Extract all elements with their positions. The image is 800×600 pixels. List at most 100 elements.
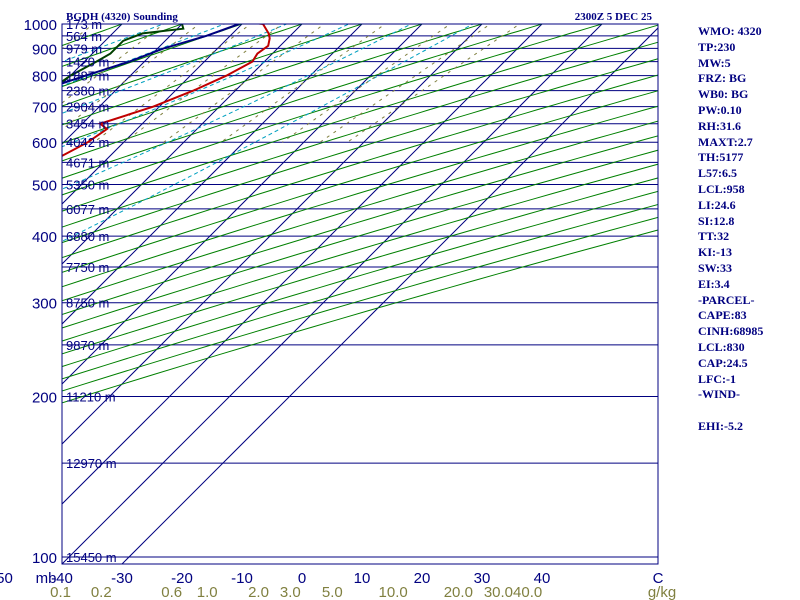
- height-label: 7750 m: [66, 260, 109, 275]
- index-line: WMO: 4320: [698, 24, 762, 38]
- temperature-tick-label: 10: [354, 570, 371, 587]
- height-label: 9870 m: [66, 338, 109, 353]
- index-line: CAPE:83: [698, 308, 747, 323]
- index-line: -WIND-: [698, 387, 740, 402]
- index-line: TH:5177: [698, 150, 744, 165]
- dry-adiabat-line: [62, 24, 544, 179]
- isotherm-line: [0, 13, 13, 569]
- mixing-ratio-label: 5.0: [322, 584, 343, 600]
- temperature-tick-label: 20: [414, 570, 431, 587]
- temperature-tick-label: -10: [231, 570, 253, 587]
- index-line: CAP:24.5: [698, 355, 748, 370]
- dry-adiabat-line: [62, 74, 658, 259]
- index-line: EHI:-5.2: [698, 418, 743, 433]
- index-line: LI:24.6: [698, 197, 736, 212]
- moist-adiabat-line: [62, 24, 351, 148]
- dry-adiabat-line: [62, 190, 658, 368]
- mixing-ratio-unit-label: g/kg: [648, 584, 676, 600]
- dry-adiabat-line: [62, 216, 658, 392]
- dry-adiabat-line: [62, 177, 658, 355]
- height-label: 1887 m: [66, 69, 109, 84]
- dry-adiabat-line: [62, 163, 658, 342]
- index-line: EI:3.4: [698, 276, 730, 291]
- temperature-tick-label: -50: [0, 570, 13, 587]
- height-label: 1420 m: [66, 55, 109, 70]
- index-line: LCL:830: [698, 339, 745, 354]
- mixing-ratio-label: 0.6: [161, 584, 182, 600]
- dry-adiabat-line: [62, 58, 658, 244]
- dry-adiabat-line: [62, 24, 484, 162]
- mixing-ratio-label: 3.0: [280, 584, 301, 600]
- moist-adiabat-line: [62, 24, 413, 190]
- dry-adiabat-line: [62, 24, 604, 196]
- chart-title: BGDH (4320) Sounding: [66, 11, 178, 23]
- dry-adiabat-line: [62, 24, 658, 212]
- index-line: SW:33: [698, 260, 733, 275]
- index-line: KI:-13: [698, 245, 732, 260]
- temperature-tick-label: 40: [534, 570, 551, 587]
- height-label: 6077 m: [66, 202, 109, 217]
- height-label: 564 m: [66, 29, 102, 44]
- pressure-label: 300: [32, 296, 57, 313]
- temperature-profile-line: [62, 24, 271, 157]
- index-line: TP:230: [698, 39, 736, 54]
- mixing-ratio-label: 2.0: [248, 584, 269, 600]
- dry-adiabat-line: [62, 229, 658, 404]
- dewpoint-profile-line: [62, 24, 185, 83]
- height-label: 173 m: [66, 17, 102, 32]
- index-line: -PARCEL-: [698, 292, 755, 307]
- temperature-tick-label: 30: [474, 570, 491, 587]
- mixing-ratio-line: [62, 24, 201, 131]
- height-label: 3454 m: [66, 117, 109, 132]
- mixing-ratio-label: 30.0: [484, 584, 513, 600]
- mixing-ratio-label: 10.0: [379, 584, 408, 600]
- mixing-ratio-label: 0.2: [91, 584, 112, 600]
- height-label: 12970 m: [66, 456, 117, 471]
- isotherm-line: [62, 24, 243, 205]
- pressure-label: 100: [32, 550, 57, 567]
- pressure-unit-label: mb: [36, 570, 57, 587]
- isotherm-line: [62, 24, 183, 145]
- mixing-ratio-line: [319, 24, 492, 143]
- height-label: 979 m: [66, 41, 102, 56]
- temperature-tick-label: 0: [298, 570, 306, 587]
- pressure-label: 200: [32, 390, 57, 407]
- isotherm-line: [62, 24, 543, 505]
- isotherm-line: [62, 24, 423, 385]
- pressure-label: 600: [32, 135, 57, 152]
- height-label: 4671 m: [66, 155, 109, 170]
- moist-adiabat-line: [62, 24, 226, 87]
- index-line: MW:5: [698, 55, 731, 70]
- index-line: TT:32: [698, 229, 730, 244]
- parcel-profile-line: [62, 24, 240, 85]
- celsius-unit-label: C: [653, 570, 664, 587]
- height-label: 6880 m: [66, 229, 109, 244]
- index-line: [698, 403, 798, 419]
- dry-adiabat-line: [62, 24, 184, 67]
- height-label: 4042 m: [66, 135, 109, 150]
- pressure-label: 800: [32, 69, 57, 86]
- mixing-ratio-label: 40.0: [513, 584, 542, 600]
- dry-adiabat-line: [62, 204, 658, 380]
- mixing-ratio-label: 20.0: [444, 584, 473, 600]
- chart-profiles: [62, 24, 271, 157]
- dry-adiabat-line: [62, 41, 658, 228]
- dry-adiabat-line: [62, 24, 424, 144]
- height-label: 8750 m: [66, 296, 109, 311]
- index-line: CINH:68985: [698, 324, 764, 339]
- index-line: SI:12.8: [698, 213, 735, 228]
- indices-panel: WMO: 4320 TP:230 MW:5 FRZ: BG WB0: BG PW:0.10…: [698, 24, 798, 435]
- moist-adiabat-line: [62, 24, 288, 114]
- temperature-tick-label: -20: [171, 570, 193, 587]
- index-line: L57:6.5: [698, 166, 737, 181]
- dry-adiabat-line: [62, 24, 244, 88]
- pressure-label: 400: [32, 229, 57, 246]
- dry-adiabat-line: [62, 149, 658, 329]
- index-line: PW:0.10: [698, 102, 742, 117]
- index-line: LFC:-1: [698, 371, 736, 386]
- pressure-label: 700: [32, 100, 57, 117]
- dry-adiabat-line: [62, 90, 658, 273]
- index-line: MAXT:2.7: [698, 134, 753, 149]
